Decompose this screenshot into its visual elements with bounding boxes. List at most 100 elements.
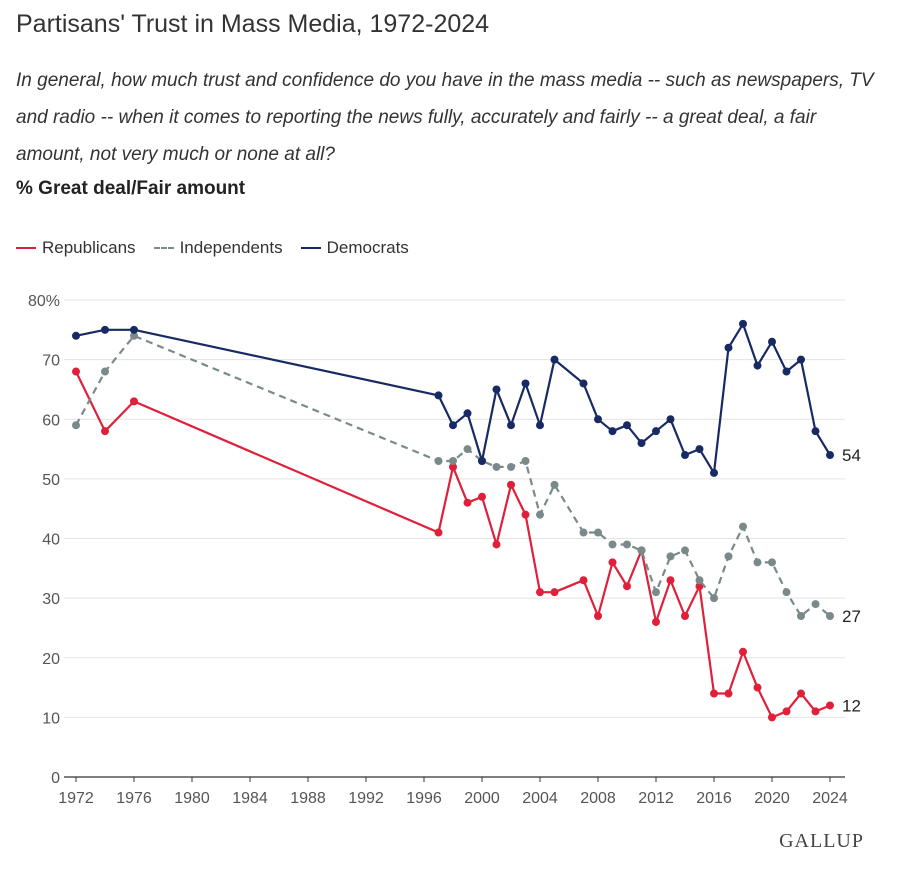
- data-point-republicans: [130, 397, 138, 406]
- x-tick-label: 1980: [174, 790, 210, 807]
- data-point-independents: [521, 456, 530, 465]
- series-line-independents: [75, 334, 831, 618]
- data-point-independents: [782, 588, 791, 597]
- data-point-independents: [768, 558, 776, 567]
- legend-item-democrats: Democrats: [300, 238, 409, 258]
- data-point-republicans: [434, 528, 443, 537]
- data-point-republicans: [681, 612, 689, 621]
- y-tick-label: 70: [42, 353, 60, 370]
- data-point-independents: [811, 600, 820, 609]
- data-point-independents: [550, 480, 559, 489]
- legend: Republicans Independents Democrats: [16, 238, 427, 258]
- data-point-democrats: [710, 468, 718, 477]
- data-point-democrats: [550, 355, 559, 364]
- x-tick-label: 1972: [58, 790, 94, 807]
- data-point-democrats: [681, 451, 689, 460]
- series-line-democrats: [75, 322, 831, 474]
- data-point-republicans: [666, 576, 675, 585]
- end-label-democrats: 54: [842, 446, 861, 465]
- data-point-independents: [695, 576, 704, 585]
- data-point-democrats: [797, 355, 805, 364]
- data-point-democrats: [492, 385, 501, 394]
- x-tick-label: 1976: [116, 790, 152, 807]
- data-point-republicans: [449, 462, 457, 471]
- data-point-democrats: [768, 337, 776, 346]
- data-point-democrats: [478, 456, 486, 465]
- data-point-republicans: [478, 492, 486, 501]
- data-point-democrats: [637, 439, 646, 448]
- data-point-democrats: [826, 451, 834, 460]
- data-point-independents: [130, 331, 138, 340]
- x-tick-label: 1984: [232, 790, 268, 807]
- data-point-republicans: [536, 588, 544, 597]
- y-tick-label: 50: [42, 472, 60, 489]
- x-tick-label: 2012: [638, 790, 674, 807]
- data-point-independents: [666, 552, 675, 561]
- data-point-republicans: [797, 689, 805, 698]
- data-point-republicans: [811, 707, 820, 716]
- data-point-democrats: [463, 409, 472, 418]
- y-tick-label: 20: [42, 651, 60, 668]
- y-tick-label: 30: [42, 591, 60, 608]
- x-tick-label: 2000: [464, 790, 500, 807]
- legend-item-independents: Independents: [153, 238, 283, 258]
- data-point-democrats: [434, 391, 443, 400]
- data-point-republicans: [753, 683, 762, 692]
- x-tick-label: 1996: [406, 790, 442, 807]
- data-point-republicans: [550, 588, 559, 597]
- legend-label-democrats: Democrats: [326, 238, 409, 257]
- data-point-democrats: [695, 445, 704, 454]
- gallup-logo: GALLUP: [779, 830, 864, 852]
- data-point-republicans: [782, 707, 791, 716]
- data-point-democrats: [594, 415, 602, 424]
- data-point-independents: [594, 528, 602, 537]
- end-label-independents: 27: [842, 607, 861, 626]
- legend-swatch-democrats: [300, 247, 321, 249]
- data-point-independents: [710, 594, 718, 603]
- data-point-republicans: [608, 558, 617, 567]
- data-point-democrats: [72, 331, 80, 340]
- end-label-republicans: 12: [842, 696, 861, 715]
- data-point-republicans: [579, 576, 588, 585]
- x-tick-label: 2016: [696, 790, 732, 807]
- data-point-independents: [72, 421, 80, 430]
- legend-label-republicans: Republicans: [42, 238, 136, 257]
- data-point-republicans: [768, 713, 776, 722]
- data-point-independents: [101, 367, 109, 376]
- series-line-republicans: [75, 371, 831, 719]
- data-point-independents: [492, 462, 501, 471]
- data-point-republicans: [507, 480, 515, 489]
- legend-swatch-republicans: [16, 247, 36, 249]
- data-point-democrats: [449, 421, 457, 430]
- chart-title: Partisans' Trust in Mass Media, 1972-202…: [16, 10, 490, 38]
- data-point-democrats: [666, 415, 675, 424]
- legend-label-independents: Independents: [179, 238, 283, 257]
- y-tick-label: 80%: [28, 293, 60, 310]
- data-point-democrats: [623, 421, 631, 430]
- data-point-republicans: [594, 612, 602, 621]
- x-tick-label: 2020: [754, 790, 790, 807]
- data-point-republicans: [463, 498, 472, 507]
- legend-swatch-independents: [153, 247, 174, 249]
- x-tick-label: 1992: [348, 790, 384, 807]
- data-point-democrats: [101, 325, 109, 334]
- data-point-independents: [652, 588, 660, 597]
- data-point-democrats: [536, 421, 544, 430]
- measure-label: % Great deal/Fair amount: [16, 178, 246, 199]
- y-tick-label: 10: [42, 710, 60, 727]
- x-tick-label: 1988: [290, 790, 326, 807]
- data-point-independents: [637, 546, 646, 555]
- data-point-independents: [623, 540, 631, 549]
- data-point-independents: [507, 462, 515, 471]
- data-point-republicans: [521, 510, 530, 519]
- data-point-republicans: [652, 617, 660, 626]
- data-point-republicans: [623, 582, 631, 591]
- y-tick-label: 0: [51, 770, 60, 787]
- data-point-republicans: [826, 701, 834, 710]
- data-point-independents: [826, 612, 834, 621]
- data-point-republicans: [492, 540, 501, 549]
- data-point-democrats: [782, 367, 791, 376]
- data-point-independents: [797, 612, 805, 621]
- survey-question: In general, how much trust and confidenc…: [16, 70, 874, 165]
